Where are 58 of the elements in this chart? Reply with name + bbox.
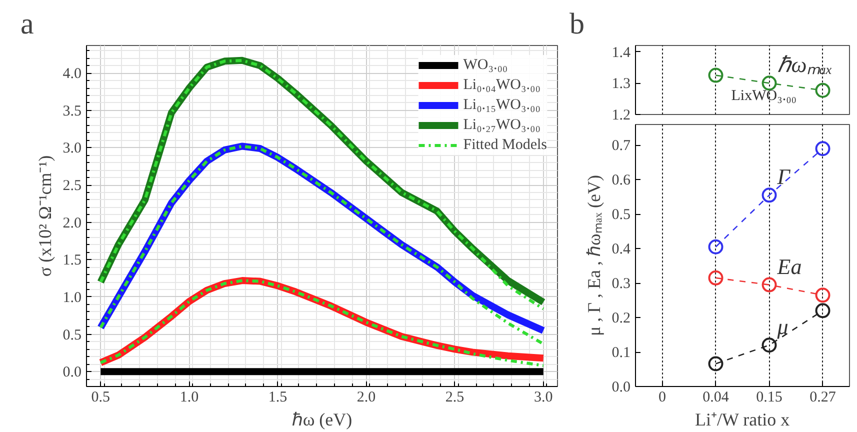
point <box>708 239 724 254</box>
y-tick-label: 0.0 <box>62 364 82 381</box>
x-axis-title: ℏω (eV) <box>292 410 352 430</box>
y-axis-title: μ , Γ , Ea , ℏωₘₐₓ (eV) <box>584 174 604 336</box>
x-tick-label: 1.5 <box>268 390 288 406</box>
y-tick-label: 0.1 <box>612 345 630 362</box>
x-tick-label: 0 <box>658 390 666 406</box>
annotation: LixWO₃.₀₀ <box>731 88 797 104</box>
point <box>815 288 830 303</box>
x-tick-label: 3.0 <box>534 390 553 406</box>
y-tick-label: 4.0 <box>62 66 82 82</box>
y-tick-label: 3.0 <box>62 140 82 157</box>
point <box>762 188 777 203</box>
point <box>762 76 777 91</box>
y-tick-label: 0.6 <box>612 172 631 189</box>
y-tick-label: 0.0 <box>612 380 630 396</box>
y-tick-label: 1.2 <box>612 108 630 124</box>
x-tick-label: 2.0 <box>356 390 376 406</box>
point <box>762 338 777 353</box>
point <box>708 68 724 83</box>
y-tick-label: 1.4 <box>612 44 631 61</box>
x-tick-label: 0.5 <box>91 390 110 406</box>
legend-label: Fitted Models <box>463 136 547 154</box>
chart-title: b <box>570 8 584 40</box>
y-axis-title: σ (x10² Ω⁻¹cm⁻¹) <box>34 155 55 277</box>
y-tick-label: 0.3 <box>612 276 630 292</box>
y-tick-label: 1.3 <box>612 76 630 92</box>
x-tick-label: 0.15 <box>756 390 782 406</box>
y-tick-label: 0.5 <box>612 207 630 224</box>
point <box>762 277 777 292</box>
legend-label: Li₀.₁₅WO₃.₀₀ <box>463 96 540 114</box>
point <box>815 82 830 98</box>
x-axis-title: Li⁺/W ratio x <box>695 410 790 430</box>
y-tick-label: 1.0 <box>62 290 82 306</box>
series-label: ℏωₘₐₓ <box>777 52 832 78</box>
y-tick-label: 0.5 <box>62 327 82 344</box>
legend-label: Li₀.₂₇WO₃.₀₀ <box>463 116 540 134</box>
legend-label: WO₃.₀₀ <box>463 56 508 74</box>
x-tick-label: 2.5 <box>445 390 464 406</box>
chart-title: a <box>20 8 34 40</box>
legend-label: Li₀.₀₄WO₃.₀₀ <box>463 76 540 94</box>
point <box>815 141 830 156</box>
point <box>708 356 724 372</box>
series-label: μ <box>776 314 788 340</box>
x-tick-label: 0.04 <box>702 390 730 406</box>
series-label: Γ <box>776 164 792 190</box>
point <box>815 303 830 318</box>
x-tick-label: 1.0 <box>180 390 199 406</box>
point <box>708 270 724 286</box>
y-tick-label: 0.7 <box>612 138 631 154</box>
y-tick-label: 2.0 <box>62 215 82 232</box>
y-tick-label: 0.2 <box>612 310 630 327</box>
y-tick-label: 3.5 <box>62 103 82 120</box>
y-tick-label: 2.5 <box>62 178 82 194</box>
x-tick-label: 0.27 <box>810 390 836 406</box>
y-tick-label: 0.4 <box>612 242 631 258</box>
y-tick-label: 1.5 <box>62 252 82 269</box>
series-label: Ea <box>776 254 802 279</box>
